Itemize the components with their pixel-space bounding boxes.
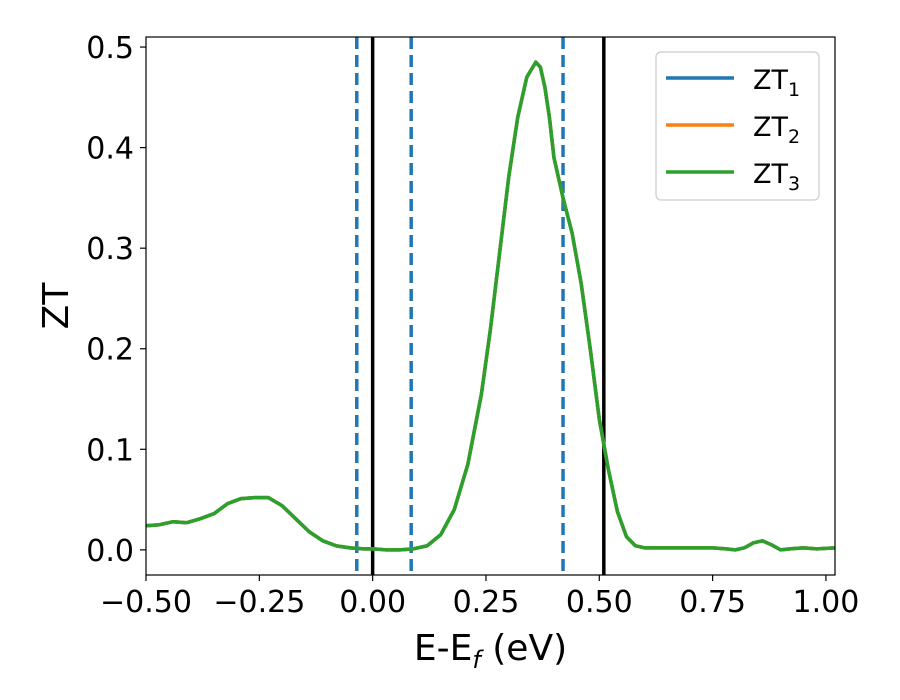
y-tick-label: 0.0 xyxy=(86,534,134,569)
x-tick-label: 0.50 xyxy=(566,585,633,620)
x-tick-label: −0.25 xyxy=(213,585,305,620)
x-tick-label: 1.00 xyxy=(793,585,860,620)
x-axis-title: E-Ef (eV) xyxy=(414,628,567,674)
y-tick-label: 0.5 xyxy=(86,31,134,66)
x-axis-title-main: E-E xyxy=(414,628,472,669)
y-tick-label: 0.3 xyxy=(86,232,134,267)
x-tick-label: 0.25 xyxy=(453,585,520,620)
x-tick-label: 0.00 xyxy=(339,585,406,620)
legend-label-2: ZT2 xyxy=(753,112,800,148)
y-tick-label: 0.1 xyxy=(86,433,134,468)
legend-label-1: ZT1 xyxy=(753,65,800,101)
plot-area xyxy=(146,37,835,575)
legend-label-3: ZT3 xyxy=(753,159,800,195)
legend: ZT1 ZT2 ZT3 xyxy=(655,51,820,201)
y-axis-title: ZT xyxy=(36,282,77,330)
x-axis-title-suffix: (eV) xyxy=(481,628,567,669)
series-line-3 xyxy=(146,60,835,552)
x-tick-label: −0.50 xyxy=(100,585,192,620)
axis-ticks: −0.50 −0.25 0.00 0.25 0.50 0.75 1.00 0.0 0.1 0.2 0… xyxy=(86,31,859,620)
plot-frame xyxy=(145,36,836,576)
y-tick-label: 0.4 xyxy=(86,132,134,167)
x-tick-label: 0.75 xyxy=(679,585,746,620)
y-tick-label: 0.2 xyxy=(86,333,134,368)
legend-box xyxy=(655,51,820,201)
